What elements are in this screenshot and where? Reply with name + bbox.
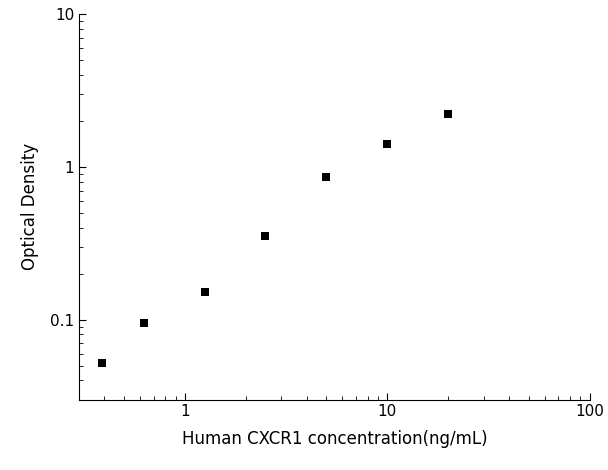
Y-axis label: Optical Density: Optical Density [21,143,39,270]
Point [322,173,331,181]
Point [261,232,271,239]
Point [382,140,392,148]
Point [443,110,453,118]
Point [199,288,209,296]
X-axis label: Human CXCR1 concentration(ng/mL): Human CXCR1 concentration(ng/mL) [182,431,487,448]
Point [139,319,148,327]
Point [97,359,107,367]
